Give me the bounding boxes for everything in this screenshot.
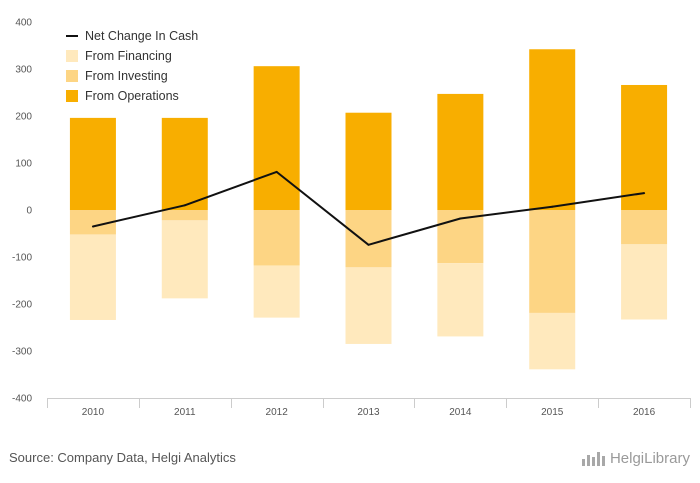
bar-from-operations: [621, 84, 668, 210]
bar-from-investing: [345, 210, 392, 268]
y-tick-label: -300: [12, 347, 32, 358]
bar-from-financing: [529, 312, 576, 370]
bar-from-financing: [161, 220, 208, 299]
x-tick-label: 2014: [449, 407, 472, 418]
axes: 400 300 200 100 0 -100 -200 -300 -400 2010 2011 201…: [12, 18, 691, 418]
y-tick-label: 0: [26, 206, 32, 217]
y-tick-label: -200: [12, 300, 32, 311]
bar-from-operations: [69, 117, 116, 210]
net-change-point: [183, 204, 186, 207]
bar-from-operations: [161, 117, 208, 210]
bar-from-investing: [253, 210, 300, 266]
legend-swatch-from-financing: [66, 50, 78, 62]
legend-label: From Operations: [85, 89, 179, 103]
bar-from-operations: [529, 49, 576, 211]
net-change-point: [643, 192, 646, 195]
net-change-point: [367, 243, 370, 246]
net-change-point: [551, 205, 554, 208]
legend-label: From Financing: [85, 49, 172, 63]
net-change-point: [275, 170, 278, 173]
bar-from-operations: [345, 112, 392, 210]
net-change-point: [459, 217, 462, 220]
bar-from-financing: [345, 267, 392, 344]
bar-chart-icon: [581, 452, 605, 466]
net-change-point: [91, 225, 94, 228]
bar-from-operations: [437, 93, 484, 210]
bar-from-financing: [253, 265, 300, 318]
x-tick-label: 2015: [541, 407, 564, 418]
bar-from-financing: [69, 234, 116, 320]
bar-from-investing: [161, 210, 208, 221]
bar-from-investing: [529, 210, 576, 313]
y-tick-label: -400: [12, 394, 32, 405]
brand-name: HelgiLibrary: [609, 449, 690, 467]
legend-label: From Investing: [85, 69, 168, 83]
legend-label: Net Change In Cash: [85, 29, 198, 43]
legend: Net Change In Cash From Financing From Inv…: [66, 29, 198, 103]
x-tick-label: 2012: [266, 407, 289, 418]
net-change-line-layer: [91, 170, 646, 246]
y-tick-label: 100: [15, 159, 32, 170]
y-tick-label: -100: [12, 253, 32, 264]
x-tick-label: 2011: [174, 407, 196, 418]
y-tick-label: 400: [15, 18, 32, 29]
bar-from-operations: [253, 66, 300, 211]
x-tick-label: 2013: [357, 407, 380, 418]
source-note: Source: Company Data, Helgi Analytics: [9, 450, 236, 465]
bar-from-investing: [621, 210, 668, 245]
bar-from-financing: [437, 263, 484, 337]
bars: [69, 49, 668, 370]
x-tick-label: 2016: [633, 407, 656, 418]
y-tick-label: 300: [15, 65, 32, 76]
legend-swatch-from-investing: [66, 70, 78, 82]
brand-logo: HelgiLibrary: [581, 449, 690, 467]
bar-from-financing: [621, 244, 668, 320]
legend-swatch-from-operations: [66, 90, 78, 102]
y-tick-label: 200: [15, 112, 32, 123]
x-tick-label: 2010: [82, 407, 105, 418]
